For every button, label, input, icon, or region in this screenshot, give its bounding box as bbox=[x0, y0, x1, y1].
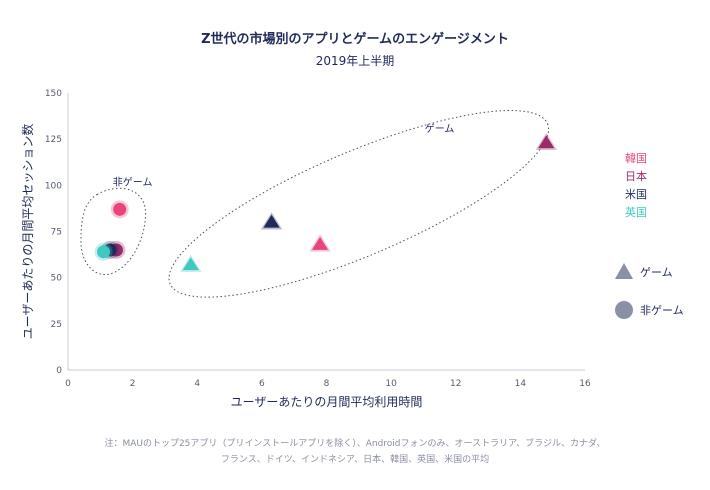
y-tick-label: 25 bbox=[51, 320, 62, 330]
footnote-line-2: フランス、ドイツ、インドネシア、日本、韓国、英国、米国の平均 bbox=[220, 455, 490, 465]
point-game-米国 bbox=[263, 214, 280, 228]
x-tick-label: 2 bbox=[130, 379, 136, 389]
x-tick-label: 14 bbox=[515, 379, 527, 389]
footnote: 注：MAUのトップ25アプリ（プリインストールアプリを除く）、Androidフォ… bbox=[0, 436, 710, 468]
y-tick-label: 100 bbox=[45, 181, 62, 191]
x-tick-label: 16 bbox=[579, 379, 591, 389]
x-tick-label: 4 bbox=[194, 379, 200, 389]
legend-type-label: ゲーム bbox=[640, 266, 673, 279]
legend-circle-marker bbox=[615, 301, 633, 319]
legend-type-label: 非ゲーム bbox=[640, 304, 684, 317]
footnote-line-1: 注：MAUのトップ25アプリ（プリインストールアプリを除く）、Androidフォ… bbox=[104, 439, 606, 449]
y-tick-label: 0 bbox=[56, 366, 62, 376]
point-game-日本 bbox=[538, 135, 555, 149]
point-game-英国 bbox=[182, 257, 199, 271]
nongame-cluster-label: 非ゲーム bbox=[113, 176, 153, 188]
point-nongame-英国 bbox=[97, 245, 111, 259]
nongame-cluster-outline bbox=[80, 187, 147, 276]
legend-market-英国: 英国 bbox=[625, 205, 647, 219]
x-tick-label: 6 bbox=[259, 379, 265, 389]
chart-title: Z世代の市場別のアプリとゲームのエンゲージメント bbox=[201, 32, 509, 47]
game-cluster-outline bbox=[168, 109, 550, 298]
chart-subtitle: 2019年上半期 bbox=[315, 54, 395, 68]
x-tick-label: 8 bbox=[324, 379, 330, 389]
x-axis-label: ユーザーあたりの月間平均利用時間 bbox=[231, 395, 423, 409]
legend-market-日本: 日本 bbox=[625, 169, 647, 183]
legend-market-韓国: 韓国 bbox=[625, 152, 647, 165]
point-game-韓国 bbox=[311, 236, 329, 250]
game-cluster-label: ゲーム bbox=[425, 123, 455, 135]
legend-market-米国: 米国 bbox=[625, 188, 647, 201]
point-nongame-韓国 bbox=[113, 202, 127, 216]
x-tick-label: 10 bbox=[385, 379, 397, 389]
y-tick-label: 50 bbox=[51, 274, 63, 284]
y-axis-label: ユーザーあたりの月間平均セッション数 bbox=[20, 124, 35, 340]
y-tick-label: 125 bbox=[45, 135, 62, 145]
x-tick-label: 12 bbox=[450, 379, 461, 389]
legend-triangle-marker bbox=[615, 263, 633, 279]
x-tick-label: 0 bbox=[65, 379, 71, 389]
y-tick-label: 75 bbox=[51, 228, 62, 238]
y-tick-label: 150 bbox=[45, 89, 62, 99]
